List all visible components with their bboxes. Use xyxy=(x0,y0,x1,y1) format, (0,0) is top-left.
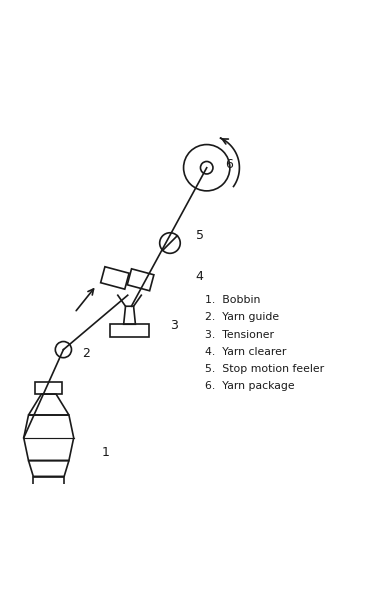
Text: 1.  Bobbin: 1. Bobbin xyxy=(205,295,260,305)
Text: 3: 3 xyxy=(170,319,178,332)
Text: 3.  Tensioner: 3. Tensioner xyxy=(205,329,274,340)
Text: 5: 5 xyxy=(196,229,204,242)
Text: 1: 1 xyxy=(102,446,110,459)
Text: 4.  Yarn clearer: 4. Yarn clearer xyxy=(205,347,286,357)
Text: 6: 6 xyxy=(225,158,233,170)
Text: 2.  Yarn guide: 2. Yarn guide xyxy=(205,312,279,322)
Text: 4: 4 xyxy=(196,269,204,283)
Text: 5.  Stop motion feeler: 5. Stop motion feeler xyxy=(205,364,324,374)
Text: 6.  Yarn package: 6. Yarn package xyxy=(205,382,295,391)
Text: 2: 2 xyxy=(82,347,90,360)
